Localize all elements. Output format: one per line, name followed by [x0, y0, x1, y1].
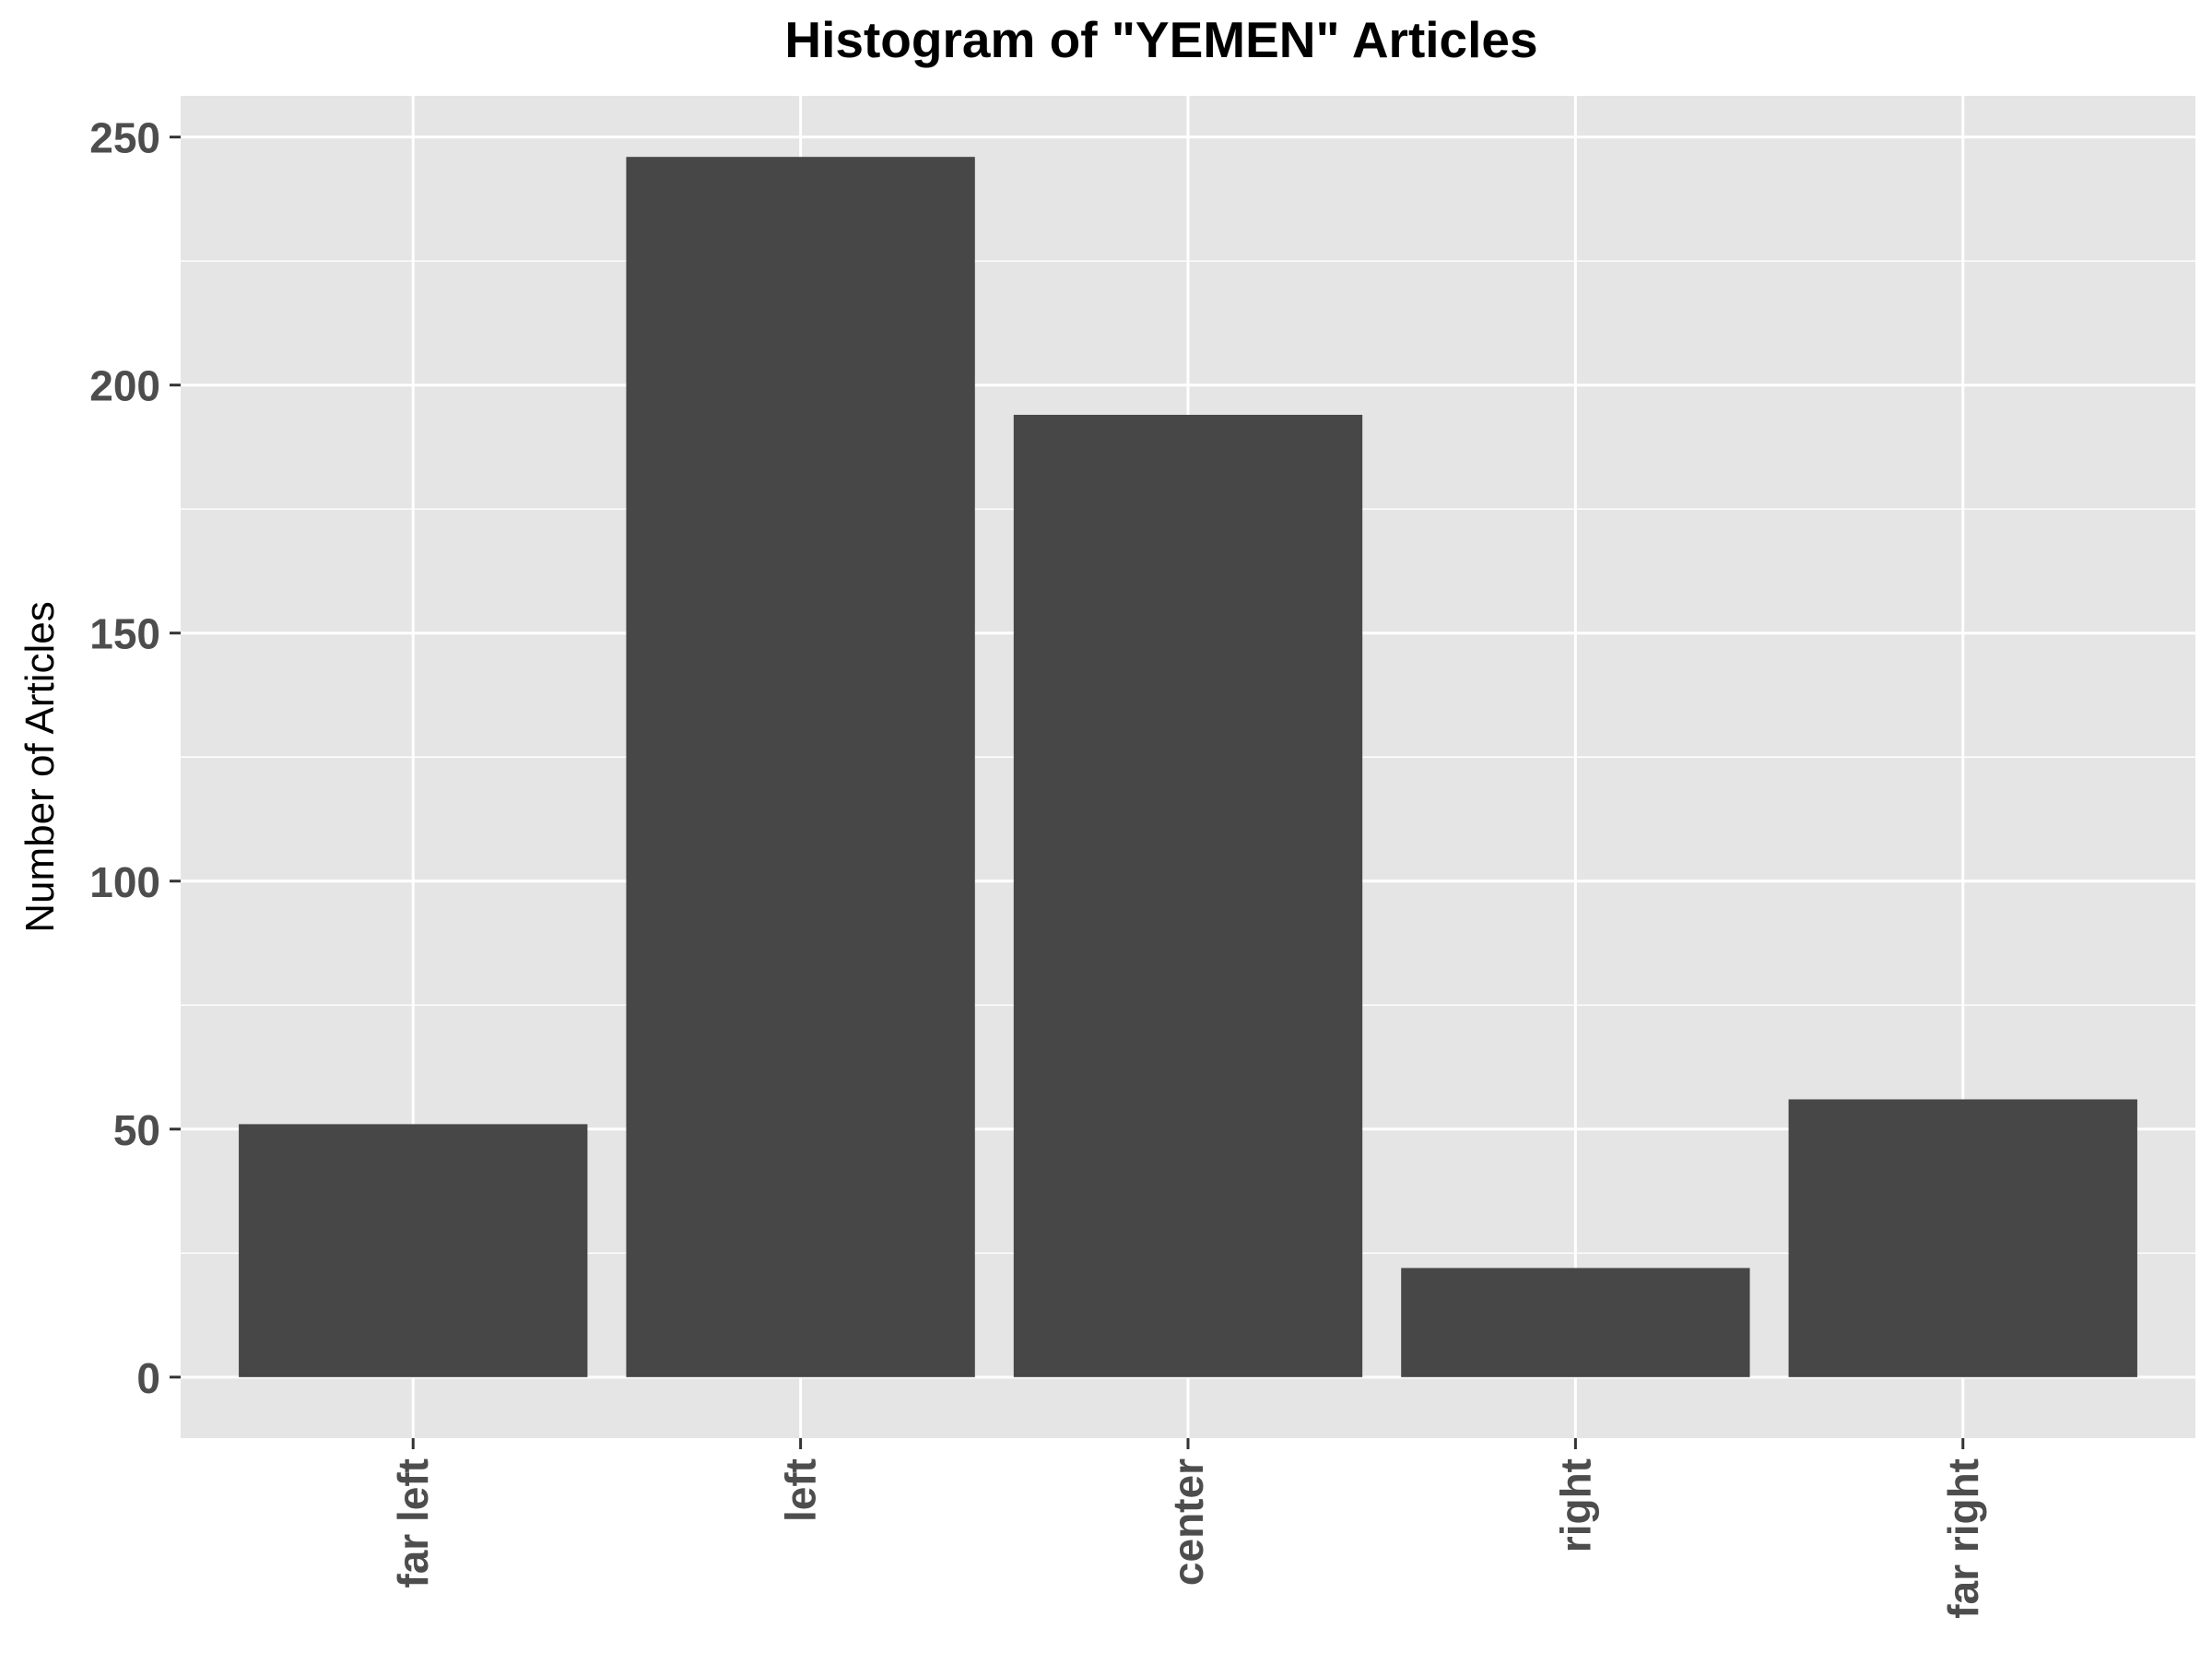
tick-labels: 0 50 100 150 200 250 far left left center right fa… — [89, 114, 1987, 1619]
bar-right — [1401, 1268, 1750, 1377]
chart-title: Histogram of "YEMEN" Articles — [784, 11, 1537, 68]
y-tick-label: 50 — [113, 1106, 160, 1154]
y-tick-label: 150 — [89, 610, 160, 658]
y-tick-label: 200 — [89, 362, 160, 410]
y-tick-label: 0 — [136, 1354, 160, 1402]
bar-center — [1013, 414, 1363, 1377]
bar-left — [626, 157, 975, 1377]
axis-ticks — [170, 136, 1965, 1449]
y-axis-label: Number of Articles — [18, 601, 63, 932]
x-tick-label: center — [1164, 1458, 1212, 1586]
x-tick-label: far right — [1939, 1458, 1987, 1619]
bars — [239, 157, 2137, 1377]
x-tick-label: left — [777, 1458, 825, 1522]
y-tick-label: 250 — [89, 114, 160, 162]
bar-far-left — [239, 1124, 588, 1377]
x-tick-label: far left — [389, 1458, 437, 1588]
bar-far-right — [1788, 1099, 2137, 1377]
y-tick-label: 100 — [89, 858, 160, 906]
x-tick-label: right — [1551, 1458, 1599, 1552]
